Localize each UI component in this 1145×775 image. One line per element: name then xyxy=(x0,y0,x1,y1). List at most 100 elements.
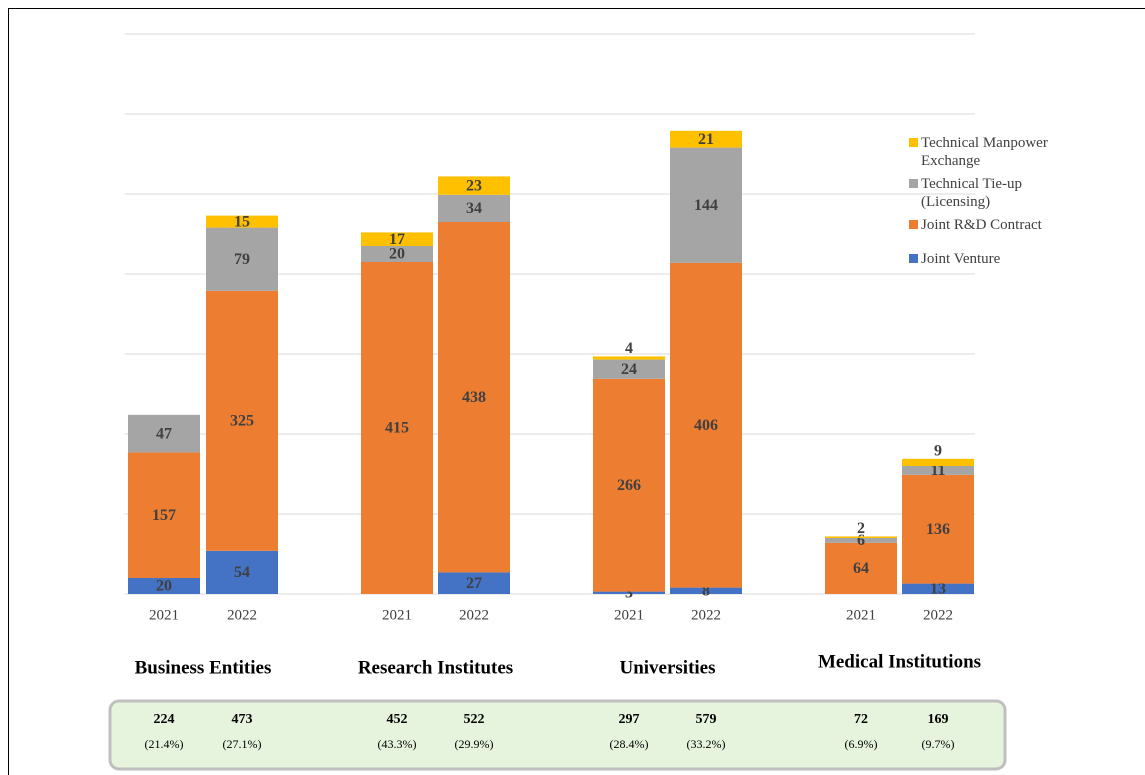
data-label: 23 xyxy=(466,177,482,194)
bar-segment xyxy=(902,474,974,584)
data-label: 27 xyxy=(466,575,482,592)
data-label: 136 xyxy=(926,521,950,538)
summary-share: (21.4%) xyxy=(145,737,184,751)
summary-total: 297 xyxy=(619,712,640,727)
data-label: 79 xyxy=(234,251,250,268)
data-label: 24 xyxy=(621,361,637,378)
legend-item: Joint Venture xyxy=(906,250,1076,268)
data-label: 11 xyxy=(930,462,945,479)
data-label: 6 xyxy=(857,532,865,549)
legend-swatch xyxy=(909,138,918,147)
summary-total: 72 xyxy=(854,712,868,727)
bar-segment xyxy=(593,359,665,379)
data-label: 13 xyxy=(930,580,946,597)
summary-total: 522 xyxy=(464,712,485,727)
data-label: 9 xyxy=(934,442,942,459)
data-label: 34 xyxy=(466,200,482,217)
bar-segment xyxy=(670,262,742,588)
data-label: 3 xyxy=(625,584,633,601)
data-label: 157 xyxy=(152,507,176,524)
summary-total: 452 xyxy=(387,712,408,727)
bar-segment xyxy=(361,246,433,262)
data-label: 21 xyxy=(698,131,714,148)
data-label: 406 xyxy=(694,417,718,434)
bar-segment xyxy=(438,222,510,573)
data-label: 15 xyxy=(234,213,250,230)
bar-segment xyxy=(206,290,278,551)
bar-segment xyxy=(438,572,510,594)
data-label: 438 xyxy=(462,389,486,406)
summary-total: 473 xyxy=(232,712,253,727)
bar-segment xyxy=(593,378,665,592)
bar-segment xyxy=(128,414,200,453)
bar-segment xyxy=(128,578,200,594)
bar-segment xyxy=(361,232,433,246)
x-tick-label: 2022 xyxy=(691,607,721,623)
x-tick-label: 2022 xyxy=(923,607,953,623)
x-tick-label: 2021 xyxy=(614,607,644,623)
bar-segment xyxy=(902,583,974,594)
bar-segment xyxy=(670,147,742,263)
x-tick-label: 2022 xyxy=(459,607,489,623)
bar-segment xyxy=(438,176,510,195)
bar-segment xyxy=(206,227,278,291)
legend-item: Technical Manpower Exchange xyxy=(906,134,1076,170)
bar-segment xyxy=(670,587,742,594)
data-label: 415 xyxy=(385,420,409,437)
summary-total: 579 xyxy=(696,712,717,727)
x-tick-label: 2022 xyxy=(227,607,257,623)
legend: Technical Manpower Exchange Technical Tie… xyxy=(906,134,1076,273)
data-label: 47 xyxy=(156,425,172,442)
bar-segment xyxy=(206,215,278,228)
summary-box xyxy=(108,699,1007,771)
summary-share: (43.3%) xyxy=(378,737,417,751)
bar-segment xyxy=(438,194,510,222)
legend-swatch xyxy=(909,179,918,188)
legend-item: Joint R&D Contract xyxy=(906,216,1076,234)
summary-total: 224 xyxy=(154,712,175,727)
x-tick-label: 2021 xyxy=(846,607,876,623)
bar-segment xyxy=(593,591,665,594)
x-tick-label: 2021 xyxy=(149,607,179,623)
data-label: 2 xyxy=(857,520,865,537)
data-label: 8 xyxy=(702,582,710,599)
bar-segment xyxy=(825,536,897,538)
data-label: 54 xyxy=(234,564,250,581)
bar-segment xyxy=(902,458,974,466)
bar-segment xyxy=(670,130,742,148)
summary-total: 169 xyxy=(928,712,949,727)
summary-share: (29.9%) xyxy=(455,737,494,751)
x-tick-label: 2021 xyxy=(382,607,412,623)
data-label: 4 xyxy=(625,340,633,357)
bar-segment xyxy=(593,356,665,360)
bar-segment xyxy=(206,550,278,594)
summary-share: (9.7%) xyxy=(922,737,955,751)
data-label: 64 xyxy=(853,560,869,577)
summary-share: (33.2%) xyxy=(687,737,726,751)
legend-item: Technical Tie-up (Licensing) xyxy=(906,175,1076,211)
data-label: 144 xyxy=(694,197,718,214)
group-label: Business Entities xyxy=(135,657,272,678)
data-label: 17 xyxy=(389,231,405,248)
group-label: Medical Institutions xyxy=(818,651,981,672)
legend-swatch xyxy=(909,220,918,229)
data-label: 20 xyxy=(156,578,172,595)
data-label: 325 xyxy=(230,412,254,429)
bar-segment xyxy=(825,542,897,594)
group-label: Universities xyxy=(619,657,715,678)
legend-label: Technical Manpower Exchange xyxy=(921,135,1048,169)
legend-swatch xyxy=(909,254,918,263)
bar-segment xyxy=(361,262,433,594)
bar-segment xyxy=(128,452,200,578)
group-label: Research Institutes xyxy=(358,657,513,678)
summary-share: (28.4%) xyxy=(610,737,649,751)
legend-label: Joint R&D Contract xyxy=(921,217,1042,233)
legend-label: Technical Tie-up (Licensing) xyxy=(921,176,1023,210)
summary-share: (6.9%) xyxy=(845,737,878,751)
summary-share: (27.1%) xyxy=(223,737,262,751)
data-label: 20 xyxy=(389,246,405,263)
bar-segment xyxy=(902,466,974,475)
legend-label: Joint Venture xyxy=(921,251,1001,267)
